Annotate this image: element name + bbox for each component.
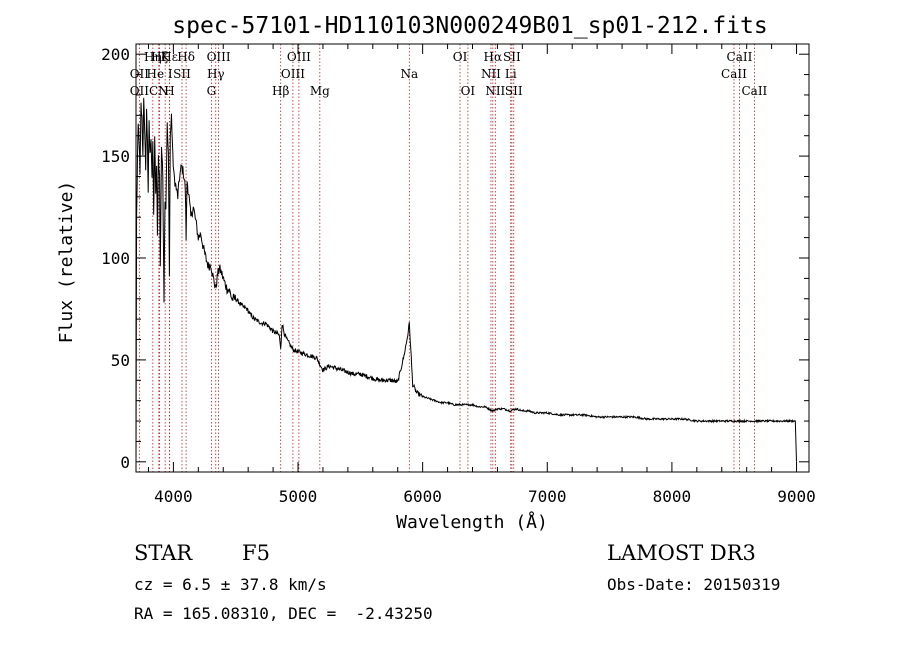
line-label-sii: SII [505, 84, 523, 98]
line-label-hδ: Hδ [177, 50, 195, 64]
obs-date: Obs-Date: 20150319 [607, 575, 780, 594]
coordinates: RA = 165.08310, DEC = -2.43250 [134, 604, 433, 623]
line-label-hγ: Hγ [207, 67, 225, 81]
redshift-text: cz = 6.5 ± 37.8 km/s [134, 575, 327, 594]
line-label-hα: Hα [484, 50, 503, 64]
line-label-oiii: OIII [287, 50, 311, 64]
line-label-mg: Mg [310, 84, 330, 98]
line-label-oiii: OIII [281, 67, 305, 81]
line-label-nii: NII [481, 67, 501, 81]
x-tick-label: 9000 [777, 487, 816, 506]
line-label-sii: SII [173, 67, 191, 81]
line-label-oi: OI [453, 50, 468, 64]
line-label-cn: CN [149, 84, 169, 98]
x-tick-label: 4000 [154, 487, 193, 506]
spectrum-line [135, 97, 797, 462]
line-label-caii: CaII [741, 84, 767, 98]
y-tick-label: 150 [101, 147, 130, 166]
line-label-caii: CaII [721, 67, 747, 81]
y-tick-label: 200 [101, 45, 130, 64]
y-axis-ticks: 0 50 100 150 200 [101, 45, 809, 472]
line-label-caii: CaII [727, 50, 753, 64]
object-subclass: F5 [242, 541, 270, 565]
line-label-g: G [207, 84, 217, 98]
line-label-nii: NII [485, 84, 505, 98]
line-label-na: Na [400, 67, 418, 81]
plot-frame [135, 43, 810, 473]
x-tick-label: 6000 [403, 487, 442, 506]
chart-title: spec-57101-HD110103N000249B01_sp01-212.f… [172, 13, 767, 39]
line-label-hη: Hη [144, 50, 162, 64]
object-class: STAR [134, 541, 193, 565]
line-label-k: K [161, 50, 171, 64]
survey-name: LAMOST DR3 [607, 541, 756, 565]
spectral-line-markers [138, 44, 755, 472]
x-axis-label: Wavelength (Å) [396, 511, 548, 533]
line-label-he-i: He I [146, 67, 172, 81]
y-tick-label: 50 [111, 351, 130, 370]
line-label-sii: SII [503, 50, 521, 64]
line-label-oii: OII [130, 67, 150, 81]
x-tick-label: 7000 [528, 487, 567, 506]
line-label-hζ: Hζ [151, 50, 168, 64]
y-axis-label: Flux (relative) [56, 181, 77, 344]
x-tick-label: 8000 [653, 487, 692, 506]
line-label-oiii: OIII [207, 50, 231, 64]
line-label-oi: OI [461, 84, 476, 98]
line-label-hβ: Hβ [272, 84, 289, 98]
y-tick-label: 0 [120, 453, 130, 472]
line-label-li: Li [505, 67, 517, 81]
line-label-h: H [164, 84, 174, 98]
y-tick-label: 100 [101, 249, 130, 268]
line-label-oii: OII [130, 84, 150, 98]
x-tick-label: 5000 [279, 487, 318, 506]
x-axis-ticks: 4000 5000 6000 7000 8000 9000 [147, 44, 816, 506]
